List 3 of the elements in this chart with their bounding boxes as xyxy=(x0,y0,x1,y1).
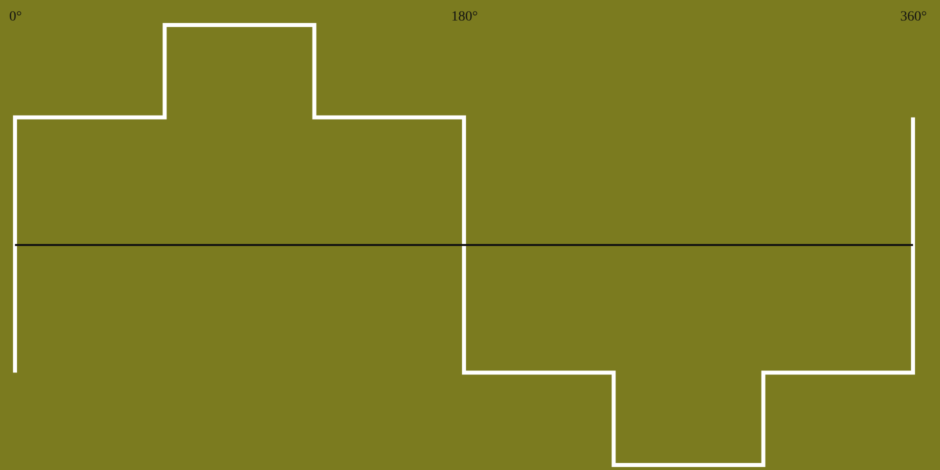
x-tick-label: 0° xyxy=(9,10,22,24)
x-tick-label: 180° xyxy=(451,10,478,24)
x-tick-label: 360° xyxy=(900,10,927,24)
